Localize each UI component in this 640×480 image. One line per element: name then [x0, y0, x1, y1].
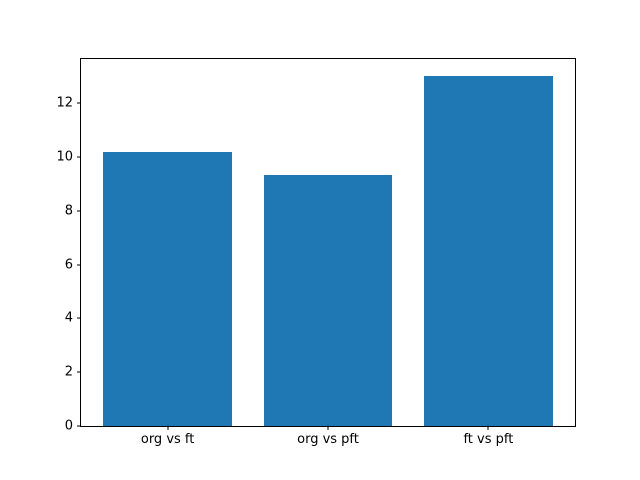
- y-tick-mark-10: [77, 156, 81, 158]
- x-tick-mark-org-vs-ft: [167, 426, 169, 430]
- y-tick-label-12: 12: [56, 95, 73, 111]
- y-tick-mark-8: [77, 210, 81, 212]
- x-tick-mark-ft-vs-pft: [487, 426, 489, 430]
- y-tick-label-10: 10: [56, 149, 73, 165]
- x-tick-label-org-vs-pft: org vs pft: [297, 432, 359, 447]
- x-tick-mark-org-vs-pft: [327, 426, 329, 430]
- bar-ft-vs-pft: [424, 76, 553, 426]
- y-tick-label-6: 6: [64, 257, 73, 273]
- y-tick-mark-6: [77, 264, 81, 266]
- y-tick-mark-4: [77, 317, 81, 319]
- bar-org-vs-pft: [263, 174, 393, 426]
- y-tick-mark-0: [77, 425, 81, 427]
- x-tick-label-org-vs-ft: org vs ft: [140, 432, 195, 447]
- y-tick-label-2: 2: [64, 364, 73, 380]
- x-tick-label-ft-vs-pft: ft vs pft: [463, 432, 514, 447]
- y-tick-mark-2: [77, 371, 81, 373]
- y-tick-label-8: 8: [64, 203, 73, 219]
- y-tick-label-4: 4: [64, 310, 73, 326]
- axes: org vs ft org vs pft ft vs pft 0 2 4 6 8 10 12: [56, 58, 576, 446]
- y-tick-label-0: 0: [64, 418, 73, 434]
- bar-org-vs-ft: [103, 151, 232, 426]
- y-tick-mark-12: [77, 102, 81, 104]
